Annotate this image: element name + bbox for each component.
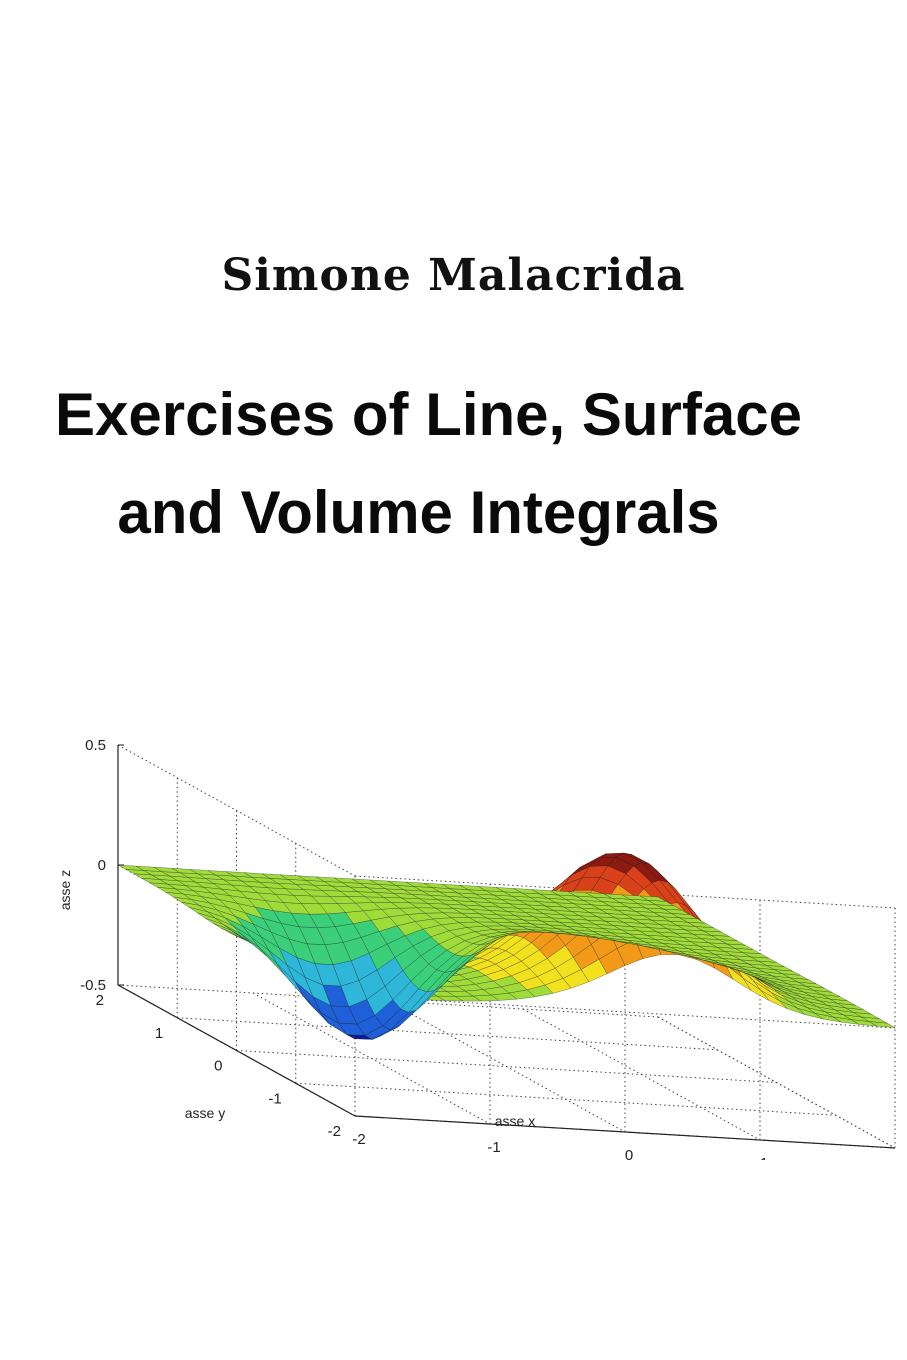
y-tick-label: -1 (268, 1090, 281, 1107)
x-axis-line (354, 1115, 896, 1149)
z-tick-label: 0.5 (85, 737, 106, 754)
surface-mesh (117, 852, 896, 1040)
book-title-line-1: Exercises of Line, Surface (54, 381, 802, 448)
book-title-line-2: and Volume Integrals (117, 479, 720, 546)
x-tick-label: -2 (352, 1131, 365, 1148)
surface-cell (639, 895, 666, 902)
y-axis-label: asse y (185, 1105, 225, 1121)
z-tick-label: -0.5 (80, 977, 106, 994)
x-tick-label: 1 (760, 1155, 768, 1160)
x-tick-label: -1 (487, 1139, 500, 1156)
author-name: Simone Malacrida (221, 250, 686, 301)
z-tick-label: 0 (98, 857, 106, 874)
box-edge (657, 1016, 896, 1149)
x-axis-label: asse x (495, 1113, 535, 1129)
x-tick-label: 0 (625, 1147, 633, 1160)
floor-grid-line (177, 1017, 718, 1051)
floor-grid-line (236, 1050, 777, 1083)
wall-grid-line (354, 995, 896, 1029)
y-axis-line (117, 984, 356, 1117)
y-tick-label: 1 (155, 1025, 163, 1042)
wall-grid-line (117, 744, 356, 877)
y-tick-label: 0 (214, 1058, 222, 1075)
y-tick-label: 2 (96, 992, 104, 1009)
z-axis-label: asse z (57, 870, 73, 910)
floor-grid-line (522, 1008, 761, 1141)
y-tick-label: -2 (328, 1123, 341, 1140)
